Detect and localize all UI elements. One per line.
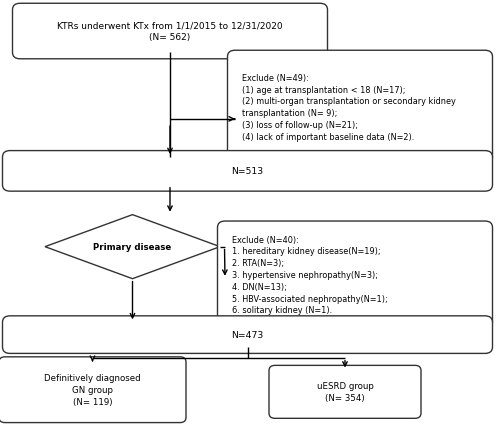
FancyBboxPatch shape	[12, 4, 328, 60]
Polygon shape	[45, 215, 220, 279]
Text: N=513: N=513	[232, 167, 264, 176]
FancyBboxPatch shape	[2, 316, 492, 354]
FancyBboxPatch shape	[228, 51, 492, 164]
Text: N=473: N=473	[232, 330, 264, 340]
Text: Definitively diagnosed
GN group
(N= 119): Definitively diagnosed GN group (N= 119)	[44, 374, 141, 406]
Text: Exclude (N=40):
1. hereditary kidney disease(N=19);
2. RTA(N=3);
3. hypertensive: Exclude (N=40): 1. hereditary kidney dis…	[232, 235, 388, 314]
FancyBboxPatch shape	[218, 222, 492, 328]
FancyBboxPatch shape	[269, 366, 421, 418]
Text: uESRD group
(N= 354): uESRD group (N= 354)	[316, 382, 374, 402]
Text: KTRs underwent KTx from 1/1/2015 to 12/31/2020
(N= 562): KTRs underwent KTx from 1/1/2015 to 12/3…	[57, 22, 283, 42]
Text: Exclude (N=49):
(1) age at transplantation < 18 (N=17);
(2) multi-organ transpla: Exclude (N=49): (1) age at transplantati…	[242, 74, 456, 141]
Text: Primary disease: Primary disease	[94, 242, 172, 252]
FancyBboxPatch shape	[2, 151, 492, 192]
FancyBboxPatch shape	[0, 357, 186, 423]
